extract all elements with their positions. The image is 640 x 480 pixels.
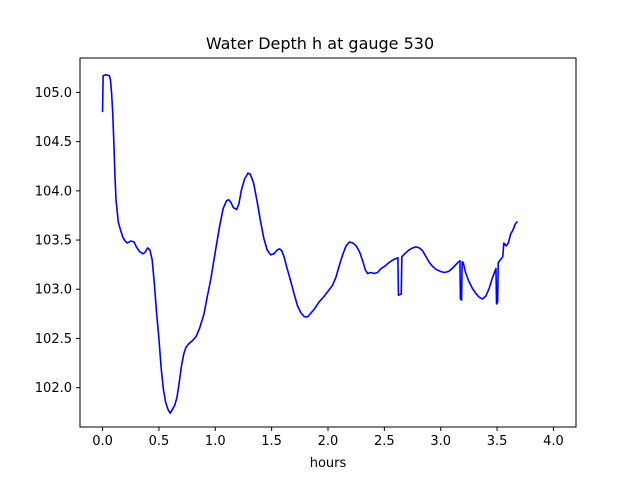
y-tick-label: 105.0 (35, 86, 72, 101)
x-tick-label: 1.5 (261, 434, 282, 449)
y-tick-label: 103.0 (35, 283, 72, 298)
chart-title: Water Depth h at gauge 530 (206, 34, 434, 53)
series-layer (101, 73, 519, 415)
x-tick-label: 4.0 (543, 434, 564, 449)
x-tick-label: 3.0 (430, 434, 451, 449)
y-tick-label: 102.0 (35, 381, 72, 396)
x-tick-label: 3.5 (487, 434, 508, 449)
x-axis-label: hours (310, 456, 347, 471)
x-tick-label: 2.5 (374, 434, 395, 449)
x-tick-label: 2.0 (318, 434, 339, 449)
y-axis: 102.0 102.5 103.0 103.5 104.0 104.5 105.0 (35, 86, 80, 396)
x-axis: 0.0 0.5 1.0 1.5 2.0 2.5 3.0 3.5 4.0 (92, 427, 564, 449)
y-tick-label: 103.5 (35, 234, 72, 249)
y-tick-label: 104.5 (35, 135, 72, 150)
y-tick-label: 104.0 (35, 184, 72, 199)
water-depth-series-line (101, 73, 519, 415)
y-tick-label: 102.5 (35, 332, 72, 347)
x-tick-label: 1.0 (205, 434, 226, 449)
x-tick-label: 0.0 (92, 434, 113, 449)
x-tick-label: 0.5 (149, 434, 170, 449)
